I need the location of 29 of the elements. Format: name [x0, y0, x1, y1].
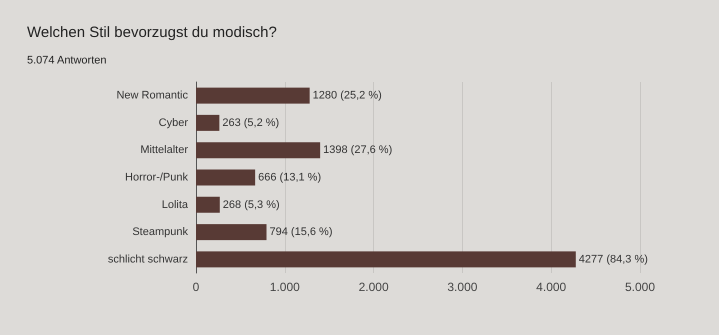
bar — [196, 170, 256, 186]
bar — [196, 114, 220, 131]
bar — [196, 224, 267, 240]
bar — [196, 251, 576, 268]
y-tick-label: schlicht schwarz — [108, 253, 188, 266]
data-label: 268 (5,3 %) — [222, 198, 280, 211]
x-tick-label: 2.000 — [358, 280, 389, 294]
x-tick-label: 4.000 — [536, 280, 567, 294]
y-tick-label: Steampunk — [132, 226, 188, 238]
y-tick-label: Horror-/Punk — [125, 172, 188, 184]
bar — [196, 88, 310, 104]
data-label: 4277 (84,3 %) — [578, 253, 648, 266]
y-tick-label: Mittelalter — [140, 144, 188, 156]
x-tick-label: 3.000 — [447, 280, 478, 294]
data-label: 666 (13,1 %) — [258, 172, 322, 184]
data-label: 263 (5,2 %) — [222, 116, 280, 129]
x-tick-label: 5.000 — [624, 280, 656, 294]
data-label: 794 (15,6 %) — [270, 226, 332, 238]
data-label: 1280 (25,2 %) — [312, 90, 382, 102]
text: 5.074 Antworten — [27, 54, 107, 66]
y-tick-label: Cyber — [158, 116, 188, 129]
bar — [196, 196, 220, 213]
y-tick-label: New Romantic — [116, 90, 188, 102]
x-tick-label: 0 — [192, 280, 200, 294]
bar — [196, 142, 320, 158]
chart-title: Welchen Stil bevorzugst du modisch? — [27, 24, 277, 41]
x-tick-label: 1.000 — [270, 280, 300, 294]
data-label: 1398 (27,6 %) — [323, 144, 392, 156]
y-tick-label: Lolita — [162, 198, 189, 211]
